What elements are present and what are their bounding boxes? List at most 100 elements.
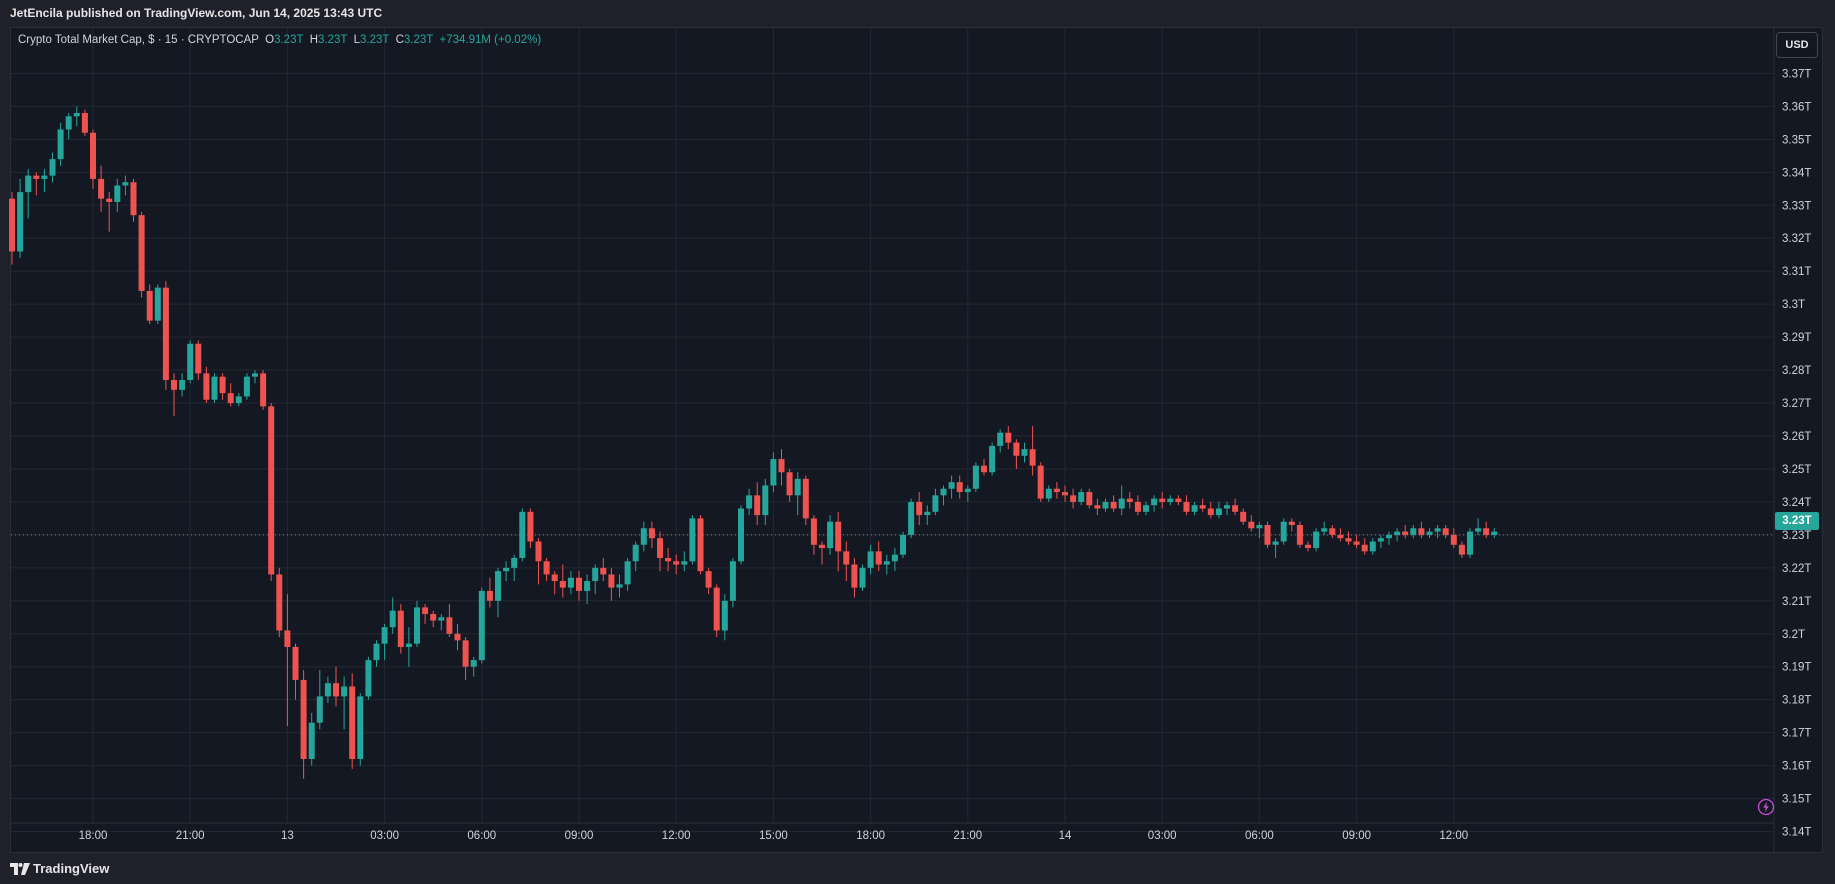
candle-body <box>810 518 817 545</box>
candle-body <box>1483 528 1490 535</box>
candle-body <box>1143 505 1149 512</box>
candle-body <box>316 696 323 723</box>
close-label: C <box>395 34 404 46</box>
y-tick-label: 3.34T <box>1782 167 1811 179</box>
candle-body <box>1151 498 1158 506</box>
candle-body <box>422 607 429 614</box>
x-tick-label: 12:00 <box>1439 830 1468 842</box>
candle-body <box>843 551 850 565</box>
candle-body <box>535 541 542 562</box>
candle-body <box>211 376 218 400</box>
candle-body <box>252 373 258 377</box>
candle-body <box>746 495 753 509</box>
currency-button[interactable]: USD <box>1776 32 1818 58</box>
candle-body <box>1450 534 1457 545</box>
candle-body <box>640 528 647 545</box>
candle-body <box>835 521 842 552</box>
y-tick-label: 3.31T <box>1782 266 1811 278</box>
x-tick-label: 18:00 <box>79 830 108 842</box>
lightning-icon[interactable] <box>1757 798 1775 816</box>
candle-body <box>908 501 915 535</box>
y-tick-label: 3.21T <box>1782 596 1811 608</box>
x-tick-label: 18:00 <box>856 830 885 842</box>
candle-body <box>511 557 518 568</box>
candle-body <box>1045 488 1052 499</box>
candle-body <box>1353 541 1360 545</box>
candle-body <box>1094 505 1101 509</box>
candle-body <box>357 696 364 760</box>
candle-body <box>1070 495 1077 502</box>
candle-body <box>114 185 121 202</box>
candle-body <box>1280 521 1287 542</box>
y-tick-label: 3.35T <box>1782 134 1811 146</box>
candle-body <box>964 488 971 493</box>
candle-body <box>802 478 809 519</box>
candle-body <box>1134 501 1141 512</box>
y-tick-label: 3.29T <box>1782 332 1811 344</box>
candle-body <box>624 561 631 585</box>
candle-body <box>883 561 890 565</box>
candle-body <box>389 610 396 628</box>
candle-body <box>875 551 882 565</box>
candle-body <box>268 406 275 575</box>
candle-body <box>721 600 728 631</box>
symbol-title[interactable]: Crypto Total Market Cap, $ · 15 · CRYPTO… <box>18 34 259 46</box>
candle-body <box>65 116 72 130</box>
candle-body <box>1021 449 1028 456</box>
candle-body <box>179 379 186 390</box>
candle-body <box>786 472 793 496</box>
candle-body <box>981 465 987 473</box>
candle-body <box>648 528 655 539</box>
candle-body <box>851 564 858 588</box>
candle-body <box>373 643 380 661</box>
candle-body <box>794 478 801 496</box>
candle-body <box>349 686 356 760</box>
y-tick-label: 3.27T <box>1782 398 1811 410</box>
candle-body <box>608 574 615 588</box>
candle-body <box>1491 531 1498 535</box>
candle-body <box>1386 534 1392 539</box>
candle-body <box>592 567 599 582</box>
candle-body <box>989 445 996 473</box>
candle-body <box>665 557 672 562</box>
y-tick-label: 3.26T <box>1782 431 1811 443</box>
candle-body <box>673 561 680 565</box>
symbol-legend: Crypto Total Market Cap, $ · 15 · CRYPTO… <box>18 34 541 46</box>
candle-body <box>1183 501 1190 512</box>
candle-body <box>478 590 485 661</box>
x-tick-label: 09:00 <box>565 830 594 842</box>
candle-body <box>49 159 56 176</box>
candle-body <box>1191 505 1198 512</box>
candle-body <box>1207 508 1214 516</box>
candle-body <box>284 630 291 647</box>
candle-body <box>1126 498 1133 502</box>
candle-body <box>1118 498 1125 509</box>
candle-body <box>430 613 437 621</box>
candle-body <box>25 175 32 193</box>
tradingview-logo-icon[interactable] <box>10 863 30 875</box>
candle-body <box>1345 538 1352 542</box>
candle-body <box>1377 538 1384 542</box>
candle-body <box>1434 528 1441 532</box>
y-tick-label: 3.18T <box>1782 695 1811 707</box>
candle-body <box>381 627 388 644</box>
candle-body <box>657 538 663 558</box>
candle-body <box>276 574 283 631</box>
publisher-line: JetEncila published on TradingView.com, … <box>10 6 383 20</box>
candle-body <box>90 132 96 179</box>
y-tick-label: 3.28T <box>1782 365 1811 377</box>
candle-body <box>154 287 161 321</box>
candle-body <box>1288 521 1295 525</box>
candle-body <box>762 485 769 516</box>
candle-body <box>397 610 404 647</box>
candle-body <box>1013 442 1020 456</box>
candle-body <box>81 112 88 133</box>
high-value: 3.23T <box>318 34 348 46</box>
low-value: 3.23T <box>360 34 390 46</box>
x-tick-label: 21:00 <box>953 830 982 842</box>
candle-body <box>632 544 639 562</box>
candle-body <box>972 465 979 489</box>
candle-body <box>997 432 1004 446</box>
candle-body <box>1467 531 1473 555</box>
